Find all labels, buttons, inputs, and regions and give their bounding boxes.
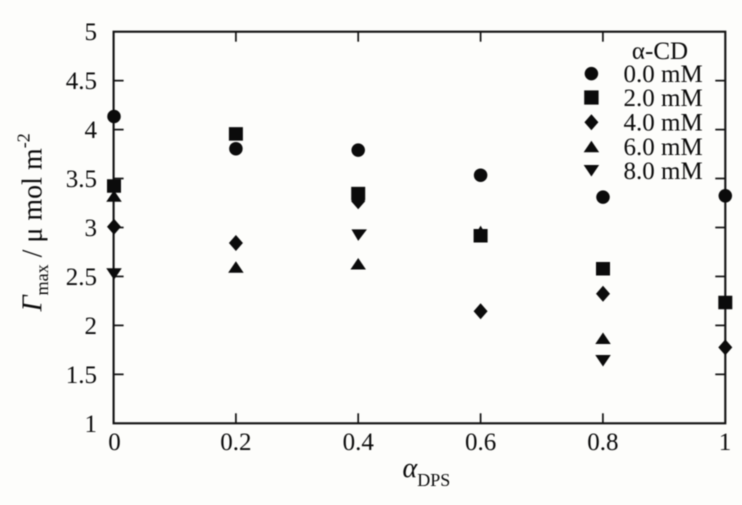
svg-text:6.0 mM: 6.0 mM (624, 134, 703, 161)
svg-text:3.5: 3.5 (66, 166, 97, 193)
svg-text:4: 4 (85, 117, 98, 144)
svg-text:0: 0 (108, 429, 121, 456)
svg-text:2.5: 2.5 (66, 264, 97, 291)
svg-text:1.5: 1.5 (66, 362, 97, 389)
svg-text:2: 2 (85, 313, 98, 340)
svg-text:3: 3 (85, 215, 98, 242)
svg-text:8.0 mM: 8.0 mM (624, 158, 703, 185)
svg-text:5: 5 (85, 19, 98, 46)
svg-text:1: 1 (719, 429, 732, 456)
svg-text:4.0 mM: 4.0 mM (624, 110, 703, 137)
svg-text:αDPS: αDPS (403, 453, 451, 490)
svg-text:0.6: 0.6 (465, 429, 496, 456)
svg-text:2.0 mM: 2.0 mM (624, 85, 703, 112)
svg-text:0.0 mM: 0.0 mM (624, 61, 703, 88)
svg-text:0.8: 0.8 (587, 429, 618, 456)
svg-text:0.2: 0.2 (220, 429, 251, 456)
svg-text:4.5: 4.5 (66, 68, 97, 95)
svg-text:0.4: 0.4 (343, 429, 375, 456)
svg-text:1: 1 (85, 411, 98, 438)
svg-text:Γmax / μ mol m-2: Γmax / μ mol m-2 (14, 133, 53, 312)
svg-text:α-CD: α-CD (632, 38, 688, 65)
